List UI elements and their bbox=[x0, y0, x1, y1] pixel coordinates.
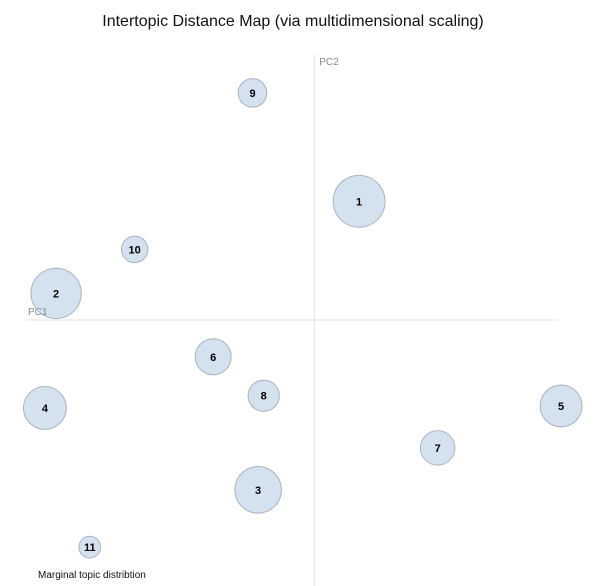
topic-label-7: 7 bbox=[435, 443, 441, 455]
topic-label-2: 2 bbox=[53, 288, 59, 300]
topic-label-3: 3 bbox=[255, 485, 261, 497]
chart-title: Intertopic Distance Map (via multidimens… bbox=[102, 13, 484, 30]
topic-circle-8[interactable] bbox=[247, 379, 280, 412]
axes: PC1 PC2 bbox=[26, 54, 558, 586]
topic-label-9: 9 bbox=[249, 88, 255, 100]
topic-label-11: 11 bbox=[84, 542, 96, 554]
topic-circle-11[interactable] bbox=[78, 535, 102, 559]
topic-circle-1[interactable] bbox=[332, 174, 386, 228]
pc2-axis-label: PC2 bbox=[319, 57, 339, 68]
topic-labels: 1 2 3 4 5 6 7 8 9 10 11 bbox=[42, 88, 564, 554]
legend-label: Marginal topic distribtion bbox=[38, 570, 146, 581]
topic-circle-4[interactable] bbox=[22, 386, 67, 430]
topic-circle-2[interactable] bbox=[30, 267, 82, 320]
topic-label-6: 6 bbox=[210, 352, 216, 364]
topic-label-1: 1 bbox=[356, 196, 362, 208]
topic-label-8: 8 bbox=[261, 391, 267, 403]
topic-circle-3[interactable] bbox=[234, 466, 282, 514]
topic-circle-10[interactable] bbox=[120, 235, 149, 264]
topic-circle-5[interactable] bbox=[539, 384, 583, 428]
topic-label-4: 4 bbox=[42, 403, 49, 415]
topic-circle-7[interactable] bbox=[419, 430, 456, 466]
pc1-axis-label: PC1 bbox=[28, 307, 48, 318]
topic-circles bbox=[22, 78, 583, 559]
topic-circle-9[interactable] bbox=[237, 78, 268, 108]
topic-circle-6[interactable] bbox=[194, 338, 232, 376]
topic-label-5: 5 bbox=[558, 401, 564, 413]
topic-label-10: 10 bbox=[129, 244, 141, 256]
